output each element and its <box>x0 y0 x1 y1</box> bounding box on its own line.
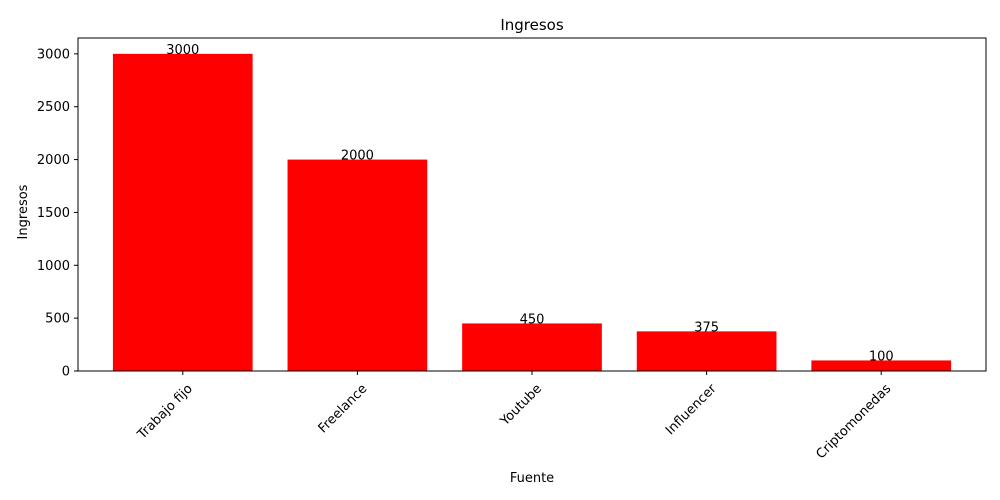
y-tick-label-2: 1000 <box>37 259 70 274</box>
y-tick-label-1: 500 <box>45 312 70 327</box>
bar-3 <box>636 331 777 371</box>
y-tick-label-5: 2500 <box>37 100 70 115</box>
x-tick-label-2: Youtube <box>497 381 545 429</box>
data-label-4: 100 <box>869 349 894 364</box>
x-axis-title: Fuente <box>510 471 554 486</box>
chart-title: Ingresos <box>500 16 564 34</box>
y-tick-label-4: 2000 <box>37 153 70 168</box>
bar-1 <box>287 159 428 371</box>
bars-layer <box>112 53 952 371</box>
bar-0 <box>112 53 253 371</box>
y-tick-label-6: 3000 <box>37 47 70 62</box>
x-tick-label-3: Influencer <box>663 381 720 438</box>
y-axis-title: Ingresos <box>16 184 31 239</box>
data-labels-layer: 3000 2000 450 375 100 <box>166 43 893 365</box>
y-axis: 0 500 1000 1500 2000 2500 3000 <box>37 47 78 380</box>
x-tick-label-4: Criptomonedas <box>814 381 895 462</box>
x-tick-label-1: Freelance <box>316 381 371 436</box>
y-tick-label-0: 0 <box>62 365 70 380</box>
data-label-0: 3000 <box>166 43 199 58</box>
x-tick-label-0: Trabajo fijo <box>134 381 196 443</box>
data-label-3: 375 <box>694 320 719 335</box>
x-axis: Trabajo fijo Freelance Youtube Influencer Cr… <box>134 371 894 462</box>
data-label-2: 450 <box>520 312 545 327</box>
bar-4 <box>811 360 952 371</box>
plot-frame <box>77 37 987 372</box>
bar-2 <box>462 323 602 371</box>
data-label-1: 2000 <box>341 149 374 164</box>
y-tick-label-3: 1500 <box>37 206 70 221</box>
